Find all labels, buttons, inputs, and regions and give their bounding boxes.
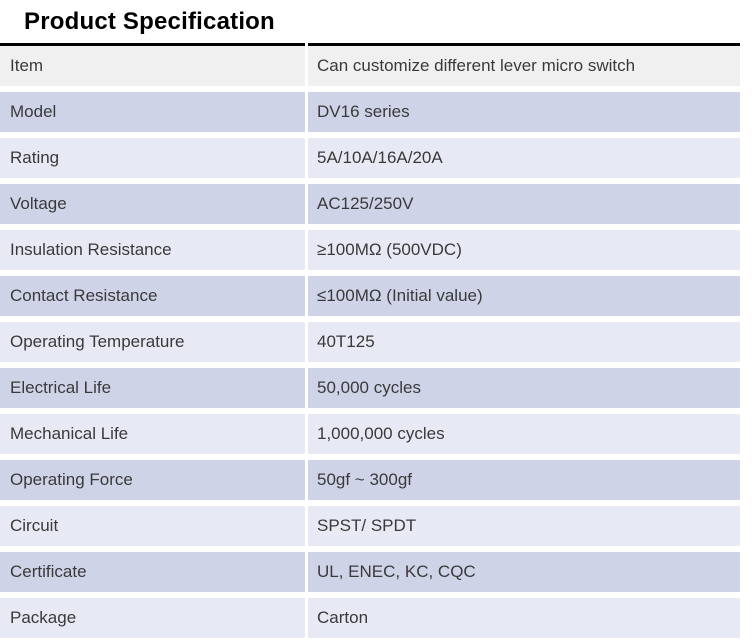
title-underline-gap (305, 43, 308, 46)
spec-item-label: Circuit (0, 506, 305, 546)
table-row: Voltage AC125/250V (0, 184, 740, 224)
table-row: Insulation Resistance ≥100MΩ (500VDC) (0, 230, 740, 270)
table-row: Circuit SPST/ SPDT (0, 506, 740, 546)
spec-item-value: 50gf ~ 300gf (308, 460, 740, 500)
spec-item-label: Insulation Resistance (0, 230, 305, 270)
spec-item-value: ≥100MΩ (500VDC) (308, 230, 740, 270)
table-row: Contact Resistance ≤100MΩ (Initial value… (0, 276, 740, 316)
spec-item-value: 40T125 (308, 322, 740, 362)
spec-item-value: SPST/ SPDT (308, 506, 740, 546)
spec-item-value: DV16 series (308, 92, 740, 132)
spec-item-label: Mechanical Life (0, 414, 305, 454)
title-underline (0, 43, 754, 46)
spec-item-label: Operating Force (0, 460, 305, 500)
spec-item-label: Certificate (0, 552, 305, 592)
table-row: Package Carton (0, 598, 740, 638)
spec-item-value: ≤100MΩ (Initial value) (308, 276, 740, 316)
spec-item-label: Model (0, 92, 305, 132)
spec-item-label: Electrical Life (0, 368, 305, 408)
spec-item-label: Rating (0, 138, 305, 178)
table-row: Operating Force 50gf ~ 300gf (0, 460, 740, 500)
table-row: Electrical Life 50,000 cycles (0, 368, 740, 408)
page-title: Product Specification (24, 8, 275, 35)
spec-item-value: Carton (308, 598, 740, 638)
title-underline-right-segment (308, 43, 740, 46)
table-row: Certificate UL, ENEC, KC, CQC (0, 552, 740, 592)
spec-table: Item Can customize different lever micro… (0, 46, 740, 638)
spec-item-label: Voltage (0, 184, 305, 224)
spec-item-value: 50,000 cycles (308, 368, 740, 408)
spec-item-value: AC125/250V (308, 184, 740, 224)
table-row: Model DV16 series (0, 92, 740, 132)
spec-item-label: Item (0, 46, 305, 86)
spec-item-label: Contact Resistance (0, 276, 305, 316)
spec-item-label: Operating Temperature (0, 322, 305, 362)
spec-item-value: UL, ENEC, KC, CQC (308, 552, 740, 592)
table-row: Mechanical Life 1,000,000 cycles (0, 414, 740, 454)
table-row: Rating 5A/10A/16A/20A (0, 138, 740, 178)
spec-item-label: Package (0, 598, 305, 638)
table-row: Operating Temperature 40T125 (0, 322, 740, 362)
table-header-row: Item Can customize different lever micro… (0, 46, 740, 86)
title-underline-left-segment (0, 43, 305, 46)
spec-item-value: 1,000,000 cycles (308, 414, 740, 454)
spec-item-value: 5A/10A/16A/20A (308, 138, 740, 178)
spec-item-value: Can customize different lever micro swit… (308, 46, 740, 86)
